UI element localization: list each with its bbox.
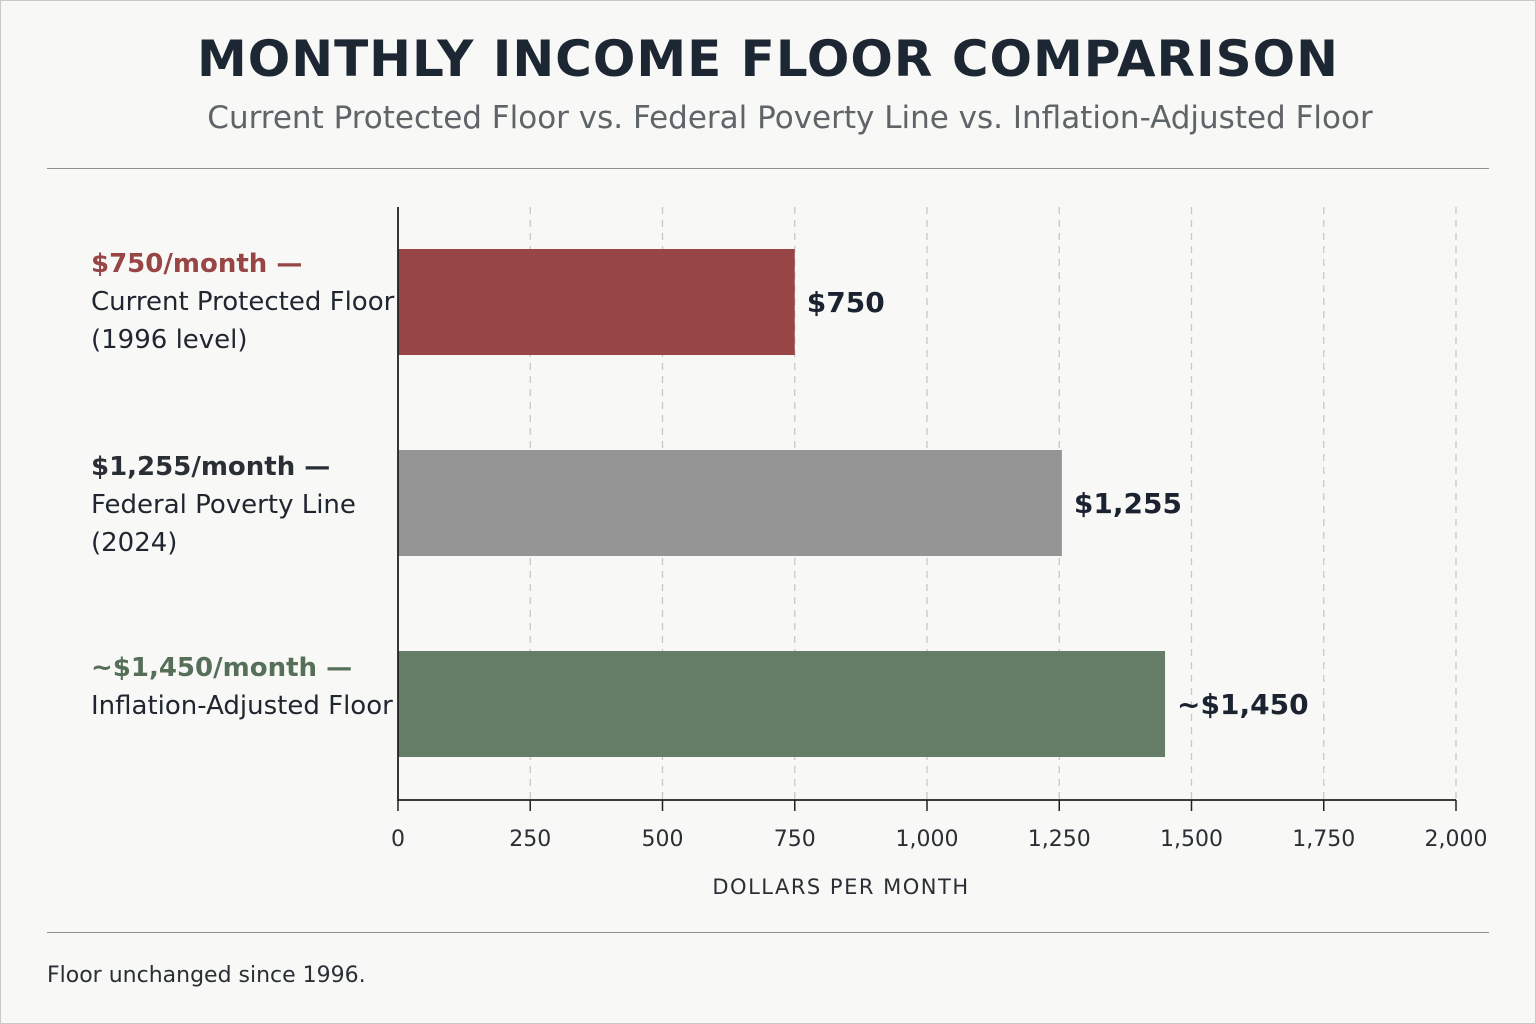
category-label-inflation-floor-value: ~$1,450/month — xyxy=(91,653,353,683)
chart-subtitle: Current Protected Floor vs. Federal Pove… xyxy=(207,100,1373,136)
chart-title: MONTHLY INCOME FLOOR COMPARISON xyxy=(196,30,1340,88)
bar-current-floor-value-label: $750 xyxy=(807,286,885,319)
bar-poverty-line-value-label: $1,255 xyxy=(1074,487,1182,520)
x-tick-label-1250: 1,250 xyxy=(1028,827,1091,852)
bar-poverty-line xyxy=(398,450,1062,556)
bar-current-floor xyxy=(398,249,795,355)
footer-divider xyxy=(47,932,1489,933)
bar-inflation-floor xyxy=(398,651,1166,757)
x-tick-label-1500: 1,500 xyxy=(1160,827,1223,852)
x-tick-label-0: 0 xyxy=(391,827,405,852)
category-label-poverty-line-value: $1,255/month — xyxy=(91,452,331,482)
x-axis-title: DOLLARS PER MONTH xyxy=(712,875,969,899)
category-label-current-floor: $750/month — Current Protected Floor (19… xyxy=(91,245,394,359)
footnote: Floor unchanged since 1996. xyxy=(47,963,366,988)
x-tick-label-2000: 2,000 xyxy=(1425,827,1488,852)
category-label-poverty-line-desc: Federal Poverty Line (2024) xyxy=(91,490,356,558)
x-tick-label-750: 750 xyxy=(774,827,816,852)
x-tick-label-500: 500 xyxy=(642,827,684,852)
header-divider xyxy=(47,168,1489,169)
category-label-current-floor-value: $750/month — xyxy=(91,249,303,279)
category-label-inflation-floor-desc: Inflation-Adjusted Floor xyxy=(91,691,393,721)
category-label-inflation-floor: ~$1,450/month — Inflation-Adjusted Floor xyxy=(91,649,393,725)
x-tick-label-250: 250 xyxy=(509,827,551,852)
category-label-current-floor-desc: Current Protected Floor (1996 level) xyxy=(91,287,395,355)
bar-inflation-floor-value-label: ~$1,450 xyxy=(1177,688,1309,721)
x-tick-label-1000: 1,000 xyxy=(896,827,959,852)
x-tick-label-1750: 1,750 xyxy=(1292,827,1355,852)
category-label-poverty-line: $1,255/month — Federal Poverty Line (202… xyxy=(91,448,356,562)
